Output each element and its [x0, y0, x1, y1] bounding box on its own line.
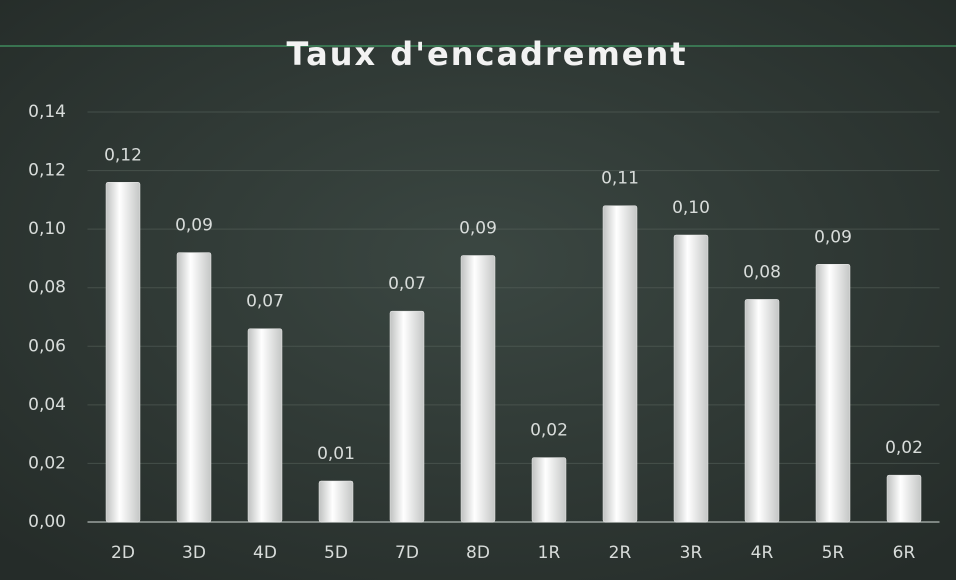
y-tick-label: 0,00 — [28, 512, 66, 532]
y-tick-label: 0,08 — [28, 278, 66, 298]
value-label: 0,09 — [459, 219, 497, 239]
y-tick-label: 0,06 — [28, 336, 66, 356]
y-tick-label: 0,14 — [28, 102, 66, 122]
bar — [460, 255, 496, 523]
x-tick-label: 4R — [751, 543, 774, 563]
y-tick-label: 0,12 — [28, 161, 66, 181]
bar — [247, 328, 283, 523]
bar — [602, 205, 638, 523]
value-label: 0,01 — [317, 444, 355, 464]
value-label: 0,10 — [672, 198, 710, 218]
value-label: 0,07 — [388, 274, 426, 294]
value-label: 0,08 — [743, 262, 781, 282]
bar — [318, 480, 354, 523]
bar — [673, 234, 709, 523]
bar — [389, 310, 425, 523]
x-tick-label: 5D — [324, 543, 348, 563]
x-tick-label: 8D — [466, 543, 490, 563]
x-tick-label: 4D — [253, 543, 277, 563]
bar — [744, 299, 780, 523]
value-label: 0,12 — [104, 145, 142, 165]
x-tick-label: 2R — [609, 543, 632, 563]
x-tick-label: 3R — [680, 543, 703, 563]
x-tick-label: 2D — [111, 543, 135, 563]
x-tick-label: 1R — [538, 543, 561, 563]
y-tick-label: 0,02 — [28, 453, 66, 473]
value-label: 0,09 — [814, 227, 852, 247]
value-label: 0,02 — [885, 438, 923, 458]
bar — [105, 182, 141, 523]
bar — [531, 457, 567, 523]
x-tick-label: 3D — [182, 543, 206, 563]
x-tick-label: 7D — [395, 543, 419, 563]
bar — [815, 264, 851, 523]
value-label: 0,02 — [530, 421, 568, 441]
x-tick-label: 5R — [822, 543, 845, 563]
chart-title: Taux d'encadrement — [286, 35, 687, 73]
value-label: 0,11 — [601, 169, 639, 189]
x-tick-label: 6R — [893, 543, 916, 563]
value-label: 0,07 — [246, 292, 284, 312]
bar — [886, 474, 922, 523]
bar — [176, 252, 212, 523]
y-tick-label: 0,10 — [28, 219, 66, 239]
value-label: 0,09 — [175, 216, 213, 236]
y-tick-label: 0,04 — [28, 395, 66, 415]
